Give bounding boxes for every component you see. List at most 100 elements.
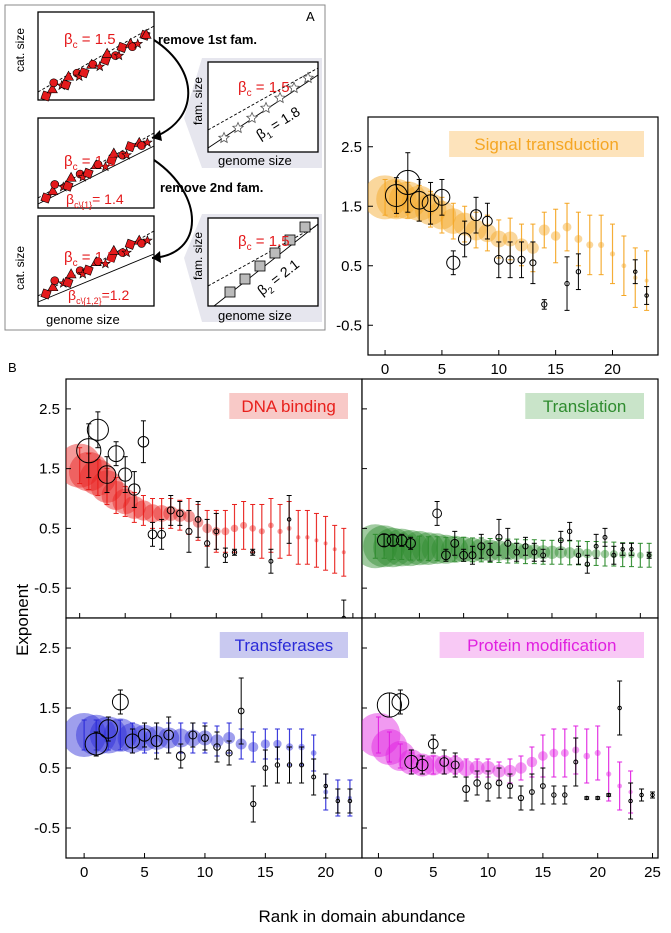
black-point [347,798,353,804]
colored-point [594,749,601,757]
red-circle-marker [137,141,146,150]
black-point [517,794,525,802]
colored-point [411,532,445,565]
black-point [639,792,644,798]
red-star-marker [132,38,144,49]
red-triangle-marker [101,47,113,58]
black-point [644,293,649,298]
y-tick-label: 0.5 [39,760,60,777]
black-point [505,255,515,265]
black-point [107,445,125,463]
black-point [450,760,460,770]
chart-title-background [219,632,348,658]
red-square-marker [124,238,136,250]
colored-point [637,551,644,559]
colored-point [103,718,138,752]
y-tick-label: 1.5 [39,700,60,717]
red-triangle-marker [47,185,59,195]
gray-star-marker [273,91,287,104]
panel-a-label: A [306,9,315,24]
y-tick-label: 2.5 [39,640,60,657]
colored-point [606,771,612,777]
chart-title: Signal transduction [474,135,619,154]
x-tick-label: 25 [644,864,661,881]
genome-size-label-callout-1: genome size [218,153,292,168]
fam-size-label-2: fam. size [191,232,205,280]
colored-point [600,549,610,559]
category-markers-2 [40,136,153,204]
chart-protein-modification: 0 5 10 15 20 25 Protein modification [361,617,661,881]
black-point [391,693,410,711]
colored-point [549,748,559,758]
family-square-markers [224,221,311,298]
x-tick-label: 20 [317,864,334,881]
y-tick-label: -0.5 [34,820,60,837]
black-point [204,540,211,547]
black-point [262,765,269,771]
black-point [166,506,175,515]
gray-square-marker [254,260,266,272]
gray-star-marker [217,131,231,144]
black-point [124,733,140,749]
chart-title-background [229,393,348,419]
black-point [628,798,633,804]
black-point [620,547,625,552]
black-point [557,537,564,544]
black-point [650,792,655,798]
black-point [250,800,257,808]
colored-point [560,749,569,757]
black-point [450,538,460,548]
colored-point [221,527,230,536]
plot-area [66,411,347,618]
panel-b-label: B [8,360,17,375]
gray-star-marker [245,111,259,124]
colored-point [296,535,301,540]
black-point [629,547,634,552]
beta-c1-label: βc\{1}= 1.4 [66,191,124,210]
beta-c-label-3: βc = 1.5 [64,249,116,269]
black-point [575,269,582,275]
red-triangle-marker [108,147,120,158]
black-point [237,707,245,715]
x-tick-label: 0 [374,864,382,881]
red-square-marker [116,41,128,53]
red-square-marker [60,79,72,91]
colored-point [305,535,310,540]
black-point [495,533,503,541]
x-tick-label: 10 [480,864,497,881]
black-point [602,534,608,540]
black-point [646,553,652,558]
colored-point [609,251,616,257]
black-point [495,779,503,787]
plot-area [66,677,353,823]
red-square-marker [124,141,136,153]
colored-point [314,538,319,543]
black-point [111,693,129,711]
x-tick-label: 10 [197,864,214,881]
colored-point [230,524,239,533]
black-point [97,465,117,484]
black-point [522,543,529,550]
black-point [470,209,483,222]
chart-title-background [449,131,644,157]
black-point [147,529,158,540]
black-point [268,558,274,564]
category-plot-2: βc = 1.5 βc\{1}= 1.4 [37,117,155,210]
black-point [441,550,451,561]
chart-title: DNA binding [241,397,336,416]
y-tick-label: -0.5 [336,317,362,334]
cat-size-label-1: cat. size [13,28,27,72]
red-triangle-marker [46,83,58,94]
beta-c12-label: βc\{1,2}=1.2 [68,287,129,306]
black-point [427,738,439,750]
y-tick-label: 2.5 [39,401,60,418]
beta-c-callout-1: βc = 1.5 [238,79,290,99]
arrow-1-head [152,130,162,141]
colored-point [562,222,572,232]
red-triangle-marker [65,268,77,279]
black-point [473,779,481,787]
red-triangle-marker [140,28,152,39]
y-axis-title: Exponent [13,584,32,656]
red-star-marker [121,247,133,258]
black-point [595,795,600,801]
